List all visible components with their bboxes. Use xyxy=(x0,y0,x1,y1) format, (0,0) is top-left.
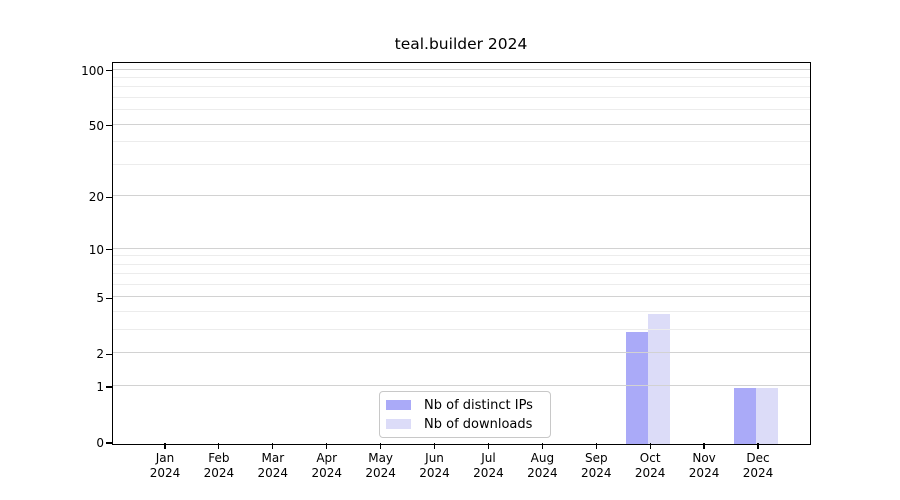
gridline-minor-60 xyxy=(112,109,810,111)
x-tick-year-feb: 2024 xyxy=(203,466,235,480)
y-tick-label-50: 50 xyxy=(88,118,104,133)
legend-item-distinct-ips: Nb of distinct IPs xyxy=(386,397,542,413)
x-tick-label-mar: Mar 2024 xyxy=(243,451,303,481)
x-tick-mark-jan xyxy=(164,443,166,449)
gridline-minor-70 xyxy=(112,97,810,99)
x-tick-year-aug: 2024 xyxy=(527,466,558,480)
gridline-major-20 xyxy=(112,195,810,197)
y-tick-mark-50 xyxy=(106,125,113,127)
legend-item-downloads: Nb of downloads xyxy=(386,416,542,432)
y-tick-label-1: 1 xyxy=(96,380,104,395)
y-tick-label-5: 5 xyxy=(96,291,104,306)
x-tick-mark-may xyxy=(380,443,382,449)
y-tick-mark-2 xyxy=(106,353,113,355)
x-tick-mark-sep xyxy=(595,443,597,449)
y-tick-mark-0 xyxy=(106,442,113,444)
x-tick-mark-jun xyxy=(433,443,436,449)
gridline-major-100 xyxy=(112,68,810,70)
x-tick-mark-feb xyxy=(218,443,220,449)
bar-distinct-ips-dec xyxy=(733,387,756,444)
x-tick-label-jun: Jun 2024 xyxy=(405,451,465,481)
bar-downloads-oct xyxy=(648,313,671,444)
x-tick-mark-mar xyxy=(272,443,274,449)
x-tick-year-sep: 2024 xyxy=(580,466,612,480)
bar-downloads-dec xyxy=(755,387,778,444)
y-tick-label-20: 20 xyxy=(88,190,104,205)
gridline-minor-8 xyxy=(112,263,810,265)
legend: Nb of distinct IPs Nb of downloads xyxy=(379,391,551,438)
x-tick-year-may: 2024 xyxy=(365,466,396,480)
x-tick-label-oct: Oct 2024 xyxy=(620,451,680,481)
gridline-major-2 xyxy=(112,352,810,354)
x-tick-mark-apr xyxy=(326,443,328,449)
x-tick-year-jun: 2024 xyxy=(419,466,450,480)
x-tick-year-jul: 2024 xyxy=(473,466,504,480)
gridline-minor-40 xyxy=(112,141,810,143)
y-tick-label-0: 0 xyxy=(96,436,104,450)
gridline-minor-30 xyxy=(112,163,810,165)
x-tick-year-oct: 2024 xyxy=(634,466,666,480)
x-tick-mark-aug xyxy=(541,443,543,449)
gridline-major-5 xyxy=(112,296,810,298)
bar-distinct-ips-oct xyxy=(626,331,649,444)
gridline-minor-90 xyxy=(112,77,810,79)
x-tick-mark-nov xyxy=(703,443,705,449)
x-tick-mark-jul xyxy=(487,443,490,449)
gridline-major-10 xyxy=(112,247,810,249)
x-tick-label-may: May 2024 xyxy=(351,451,411,481)
chart-title: teal.builder 2024 xyxy=(394,35,528,53)
legend-label-distinct-ips: Nb of distinct IPs xyxy=(424,397,533,413)
x-tick-label-apr: Apr 2024 xyxy=(297,451,357,481)
gridline-minor-4 xyxy=(112,311,810,313)
x-tick-year-mar: 2024 xyxy=(257,466,289,480)
y-tick-mark-100 xyxy=(106,70,113,72)
x-tick-label-sep: Sep 2024 xyxy=(566,451,626,481)
x-tick-label-dec: Dec 2024 xyxy=(728,451,788,481)
x-tick-year-nov: 2024 xyxy=(688,466,720,480)
y-tick-label-100: 100 xyxy=(81,63,104,78)
x-tick-mark-dec xyxy=(757,443,759,449)
legend-swatch-distinct-ips xyxy=(386,400,411,410)
gridline-minor-80 xyxy=(112,86,810,88)
x-tick-label-nov: Nov 2024 xyxy=(674,451,734,481)
gridline-minor-6 xyxy=(112,283,810,285)
x-tick-year-dec: 2024 xyxy=(742,466,774,480)
y-tick-mark-10 xyxy=(106,248,113,251)
x-tick-label-feb: Feb 2024 xyxy=(189,451,249,481)
y-tick-label-2: 2 xyxy=(96,347,104,362)
x-tick-year-jan: 2024 xyxy=(149,466,181,480)
gridline-major-1 xyxy=(112,385,810,387)
gridline-minor-7 xyxy=(112,273,810,275)
legend-label-downloads: Nb of downloads xyxy=(424,416,533,432)
y-tick-label-10: 10 xyxy=(88,242,104,257)
x-tick-year-apr: 2024 xyxy=(311,466,342,480)
x-tick-label-jul: Jul 2024 xyxy=(458,451,518,481)
gridline-major-50 xyxy=(112,123,810,125)
legend-swatch-downloads xyxy=(386,419,411,429)
gridline-minor-3 xyxy=(112,329,810,331)
x-tick-mark-oct xyxy=(649,443,651,449)
x-tick-label-jan: Jan 2024 xyxy=(135,451,195,481)
y-tick-mark-20 xyxy=(106,196,113,198)
y-tick-mark-1 xyxy=(106,386,113,388)
x-tick-label-aug: Aug 2024 xyxy=(512,451,572,481)
gridline-minor-9 xyxy=(112,255,810,257)
plot-area xyxy=(111,61,811,445)
y-tick-mark-5 xyxy=(106,297,113,299)
